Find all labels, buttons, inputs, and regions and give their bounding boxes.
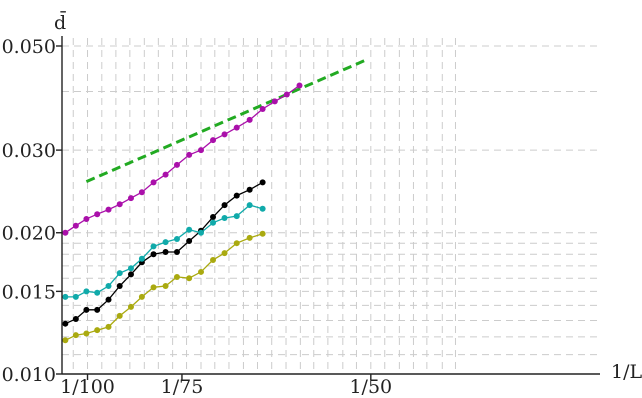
- data-point: [197, 268, 204, 275]
- data-point: [105, 323, 112, 330]
- data-point: [259, 179, 266, 186]
- data-point: [210, 214, 217, 221]
- data-point: [116, 312, 123, 319]
- data-point: [150, 284, 157, 291]
- data-point: [259, 230, 266, 237]
- data-point: [210, 219, 217, 226]
- data-point: [116, 201, 123, 208]
- data-point: [94, 289, 101, 296]
- data-point: [94, 211, 101, 218]
- data-point: [197, 229, 204, 236]
- data-point: [138, 189, 145, 196]
- x-axis-label: 1/L: [611, 361, 642, 383]
- grid: [62, 38, 600, 374]
- data-point: [173, 235, 180, 242]
- data-point: [83, 288, 90, 295]
- data-point: [83, 330, 90, 337]
- data-point: [186, 238, 193, 245]
- data-point: [221, 214, 228, 221]
- data-point: [246, 202, 253, 209]
- data-point: [162, 283, 169, 290]
- data-point: [210, 256, 217, 263]
- data-point: [296, 82, 303, 89]
- data-point: [83, 306, 90, 313]
- data-point: [283, 91, 290, 98]
- data-point: [62, 337, 69, 344]
- data-point: [127, 303, 134, 310]
- data-point: [186, 226, 193, 233]
- data-point: [221, 250, 228, 257]
- data-point: [173, 273, 180, 280]
- data-point: [138, 255, 145, 262]
- data-point: [62, 320, 69, 327]
- x-tick-label: 1/50: [349, 376, 392, 398]
- data-point: [259, 205, 266, 212]
- data-point: [221, 202, 228, 209]
- data-point: [105, 296, 112, 303]
- y-tick-label: 0.050: [2, 36, 56, 58]
- data-point: [116, 270, 123, 277]
- y-tick-label: 0.015: [2, 281, 56, 303]
- data-point: [72, 222, 79, 229]
- data-point: [138, 293, 145, 300]
- data-point: [116, 283, 123, 290]
- y-tick-label: 0.030: [2, 140, 56, 162]
- x-tick-label: 1/75: [161, 376, 204, 398]
- data-point: [62, 293, 69, 300]
- axes: [56, 36, 600, 380]
- reference-line: [85, 59, 365, 184]
- x-tick-label: 1/100: [60, 376, 115, 398]
- data-point: [127, 271, 134, 278]
- data-point: [127, 265, 134, 272]
- data-point: [150, 179, 157, 186]
- data-point: [233, 213, 240, 220]
- data-point: [105, 206, 112, 213]
- data-point: [150, 251, 157, 258]
- data-point: [72, 332, 79, 339]
- data-point: [210, 137, 217, 144]
- data-point: [94, 306, 101, 313]
- series-3: [62, 202, 266, 300]
- data-point: [173, 248, 180, 255]
- series-1: [62, 82, 303, 236]
- data-point: [259, 106, 266, 113]
- data-point: [162, 248, 169, 255]
- tick-labels: 0.010 0.015 0.020 0.030 0.050 1/100 1/75 1/50 1/…: [2, 10, 642, 398]
- data-point: [105, 283, 112, 290]
- data-point: [94, 327, 101, 334]
- data-point: [233, 192, 240, 199]
- data-point: [150, 243, 157, 250]
- series-4: [62, 230, 266, 344]
- data-point: [246, 186, 253, 193]
- data-point: [162, 239, 169, 246]
- data-point: [173, 161, 180, 168]
- data-point: [186, 151, 193, 158]
- y-tick-label: 0.010: [2, 364, 56, 386]
- data-point: [72, 315, 79, 322]
- data-point: [246, 234, 253, 241]
- series-layer: [62, 59, 365, 344]
- data-point: [83, 215, 90, 222]
- data-point: [271, 98, 278, 105]
- data-point: [233, 240, 240, 247]
- y-axis-label: d̄: [54, 10, 67, 34]
- y-tick-label: 0.020: [2, 223, 56, 245]
- data-point: [127, 195, 134, 202]
- data-point: [62, 229, 69, 236]
- data-point: [72, 293, 79, 300]
- data-point: [162, 171, 169, 178]
- data-point: [221, 131, 228, 138]
- data-point: [186, 275, 193, 282]
- data-point: [246, 116, 253, 123]
- series-2: [62, 179, 266, 327]
- data-point: [233, 124, 240, 131]
- data-point: [197, 147, 204, 154]
